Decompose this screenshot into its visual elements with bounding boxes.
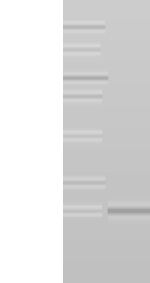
FancyBboxPatch shape	[63, 138, 102, 140]
FancyBboxPatch shape	[63, 182, 105, 184]
FancyBboxPatch shape	[63, 188, 105, 190]
FancyBboxPatch shape	[108, 204, 150, 207]
FancyBboxPatch shape	[63, 140, 102, 142]
FancyBboxPatch shape	[108, 213, 150, 215]
FancyBboxPatch shape	[63, 99, 102, 101]
FancyBboxPatch shape	[63, 205, 102, 207]
FancyBboxPatch shape	[108, 200, 150, 203]
FancyBboxPatch shape	[63, 70, 108, 72]
FancyBboxPatch shape	[63, 96, 102, 98]
FancyBboxPatch shape	[63, 25, 105, 27]
FancyBboxPatch shape	[63, 51, 101, 53]
FancyBboxPatch shape	[63, 178, 105, 180]
FancyBboxPatch shape	[63, 29, 105, 31]
Bar	[0, 0, 63, 283]
FancyBboxPatch shape	[63, 48, 101, 50]
FancyBboxPatch shape	[63, 75, 108, 77]
FancyBboxPatch shape	[63, 46, 101, 48]
FancyBboxPatch shape	[108, 211, 150, 213]
FancyBboxPatch shape	[63, 179, 105, 181]
Text: 70: 70	[47, 91, 60, 101]
FancyBboxPatch shape	[63, 208, 102, 210]
FancyBboxPatch shape	[63, 130, 102, 132]
FancyBboxPatch shape	[63, 215, 102, 217]
FancyBboxPatch shape	[63, 133, 102, 135]
Text: 100: 100	[41, 73, 60, 83]
FancyBboxPatch shape	[63, 80, 108, 82]
FancyBboxPatch shape	[63, 42, 101, 44]
Text: 150: 150	[41, 44, 60, 55]
FancyBboxPatch shape	[63, 89, 102, 91]
FancyBboxPatch shape	[63, 79, 108, 81]
FancyBboxPatch shape	[63, 83, 108, 85]
FancyBboxPatch shape	[63, 21, 105, 23]
FancyBboxPatch shape	[63, 185, 105, 187]
FancyBboxPatch shape	[63, 20, 105, 22]
FancyBboxPatch shape	[63, 184, 105, 186]
FancyBboxPatch shape	[63, 31, 105, 33]
FancyBboxPatch shape	[63, 134, 102, 136]
FancyBboxPatch shape	[63, 97, 102, 99]
FancyBboxPatch shape	[108, 219, 150, 222]
FancyBboxPatch shape	[63, 22, 105, 24]
FancyBboxPatch shape	[63, 76, 108, 78]
FancyBboxPatch shape	[63, 102, 102, 104]
FancyBboxPatch shape	[108, 202, 150, 205]
FancyBboxPatch shape	[63, 137, 102, 139]
FancyBboxPatch shape	[63, 93, 102, 95]
FancyBboxPatch shape	[63, 100, 102, 102]
FancyBboxPatch shape	[108, 206, 150, 209]
FancyBboxPatch shape	[63, 82, 108, 84]
FancyBboxPatch shape	[63, 27, 105, 29]
Text: 17: 17	[47, 177, 60, 188]
FancyBboxPatch shape	[63, 209, 102, 211]
FancyBboxPatch shape	[63, 177, 105, 179]
Text: 35: 35	[47, 131, 60, 141]
FancyBboxPatch shape	[108, 215, 150, 218]
FancyBboxPatch shape	[63, 90, 102, 92]
FancyBboxPatch shape	[63, 73, 108, 75]
FancyBboxPatch shape	[108, 208, 150, 211]
FancyBboxPatch shape	[63, 49, 101, 51]
FancyBboxPatch shape	[63, 78, 108, 80]
FancyBboxPatch shape	[63, 213, 102, 215]
FancyBboxPatch shape	[63, 53, 101, 55]
FancyBboxPatch shape	[63, 141, 102, 143]
FancyBboxPatch shape	[63, 131, 102, 133]
FancyBboxPatch shape	[63, 92, 102, 94]
FancyBboxPatch shape	[63, 136, 102, 138]
FancyBboxPatch shape	[63, 32, 105, 34]
Text: 210: 210	[41, 22, 60, 32]
Text: 10: 10	[47, 206, 60, 216]
FancyBboxPatch shape	[63, 52, 101, 54]
FancyBboxPatch shape	[63, 175, 105, 177]
FancyBboxPatch shape	[63, 212, 102, 214]
FancyBboxPatch shape	[63, 186, 105, 188]
FancyBboxPatch shape	[108, 217, 150, 220]
FancyBboxPatch shape	[63, 216, 102, 218]
FancyBboxPatch shape	[63, 211, 102, 213]
FancyBboxPatch shape	[63, 28, 105, 30]
FancyBboxPatch shape	[63, 72, 108, 74]
FancyBboxPatch shape	[63, 44, 101, 46]
Text: kDa: kDa	[36, 7, 57, 17]
FancyBboxPatch shape	[63, 203, 102, 205]
FancyBboxPatch shape	[63, 128, 102, 130]
FancyBboxPatch shape	[63, 55, 101, 57]
FancyBboxPatch shape	[63, 181, 105, 183]
FancyBboxPatch shape	[63, 206, 102, 208]
FancyBboxPatch shape	[63, 45, 101, 47]
FancyBboxPatch shape	[63, 24, 105, 26]
FancyBboxPatch shape	[63, 95, 102, 97]
